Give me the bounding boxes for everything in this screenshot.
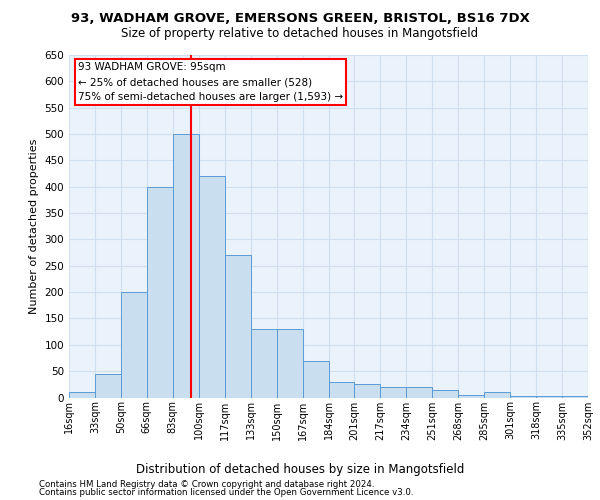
Text: Contains public sector information licensed under the Open Government Licence v3: Contains public sector information licen… <box>39 488 413 497</box>
Bar <box>95 374 121 398</box>
Bar <box>69 392 95 398</box>
Bar <box>121 292 147 398</box>
Bar <box>562 396 588 398</box>
Bar <box>199 176 224 398</box>
Bar <box>433 390 458 398</box>
Bar <box>251 329 277 398</box>
Bar <box>302 360 329 398</box>
Bar <box>277 329 302 398</box>
Bar <box>406 387 432 398</box>
Bar <box>458 395 484 398</box>
Bar <box>173 134 199 398</box>
Bar <box>484 392 510 398</box>
Bar <box>510 396 536 398</box>
Bar <box>147 186 173 398</box>
Bar <box>329 382 355 398</box>
Text: Distribution of detached houses by size in Mangotsfield: Distribution of detached houses by size … <box>136 462 464 475</box>
Bar <box>380 387 406 398</box>
Y-axis label: Number of detached properties: Number of detached properties <box>29 138 39 314</box>
Bar <box>536 396 562 398</box>
Text: 93 WADHAM GROVE: 95sqm
← 25% of detached houses are smaller (528)
75% of semi-de: 93 WADHAM GROVE: 95sqm ← 25% of detached… <box>78 62 343 102</box>
Text: Size of property relative to detached houses in Mangotsfield: Size of property relative to detached ho… <box>121 28 479 40</box>
Text: Contains HM Land Registry data © Crown copyright and database right 2024.: Contains HM Land Registry data © Crown c… <box>39 480 374 489</box>
Bar <box>225 255 251 398</box>
Text: 93, WADHAM GROVE, EMERSONS GREEN, BRISTOL, BS16 7DX: 93, WADHAM GROVE, EMERSONS GREEN, BRISTO… <box>71 12 529 26</box>
Bar <box>355 384 380 398</box>
